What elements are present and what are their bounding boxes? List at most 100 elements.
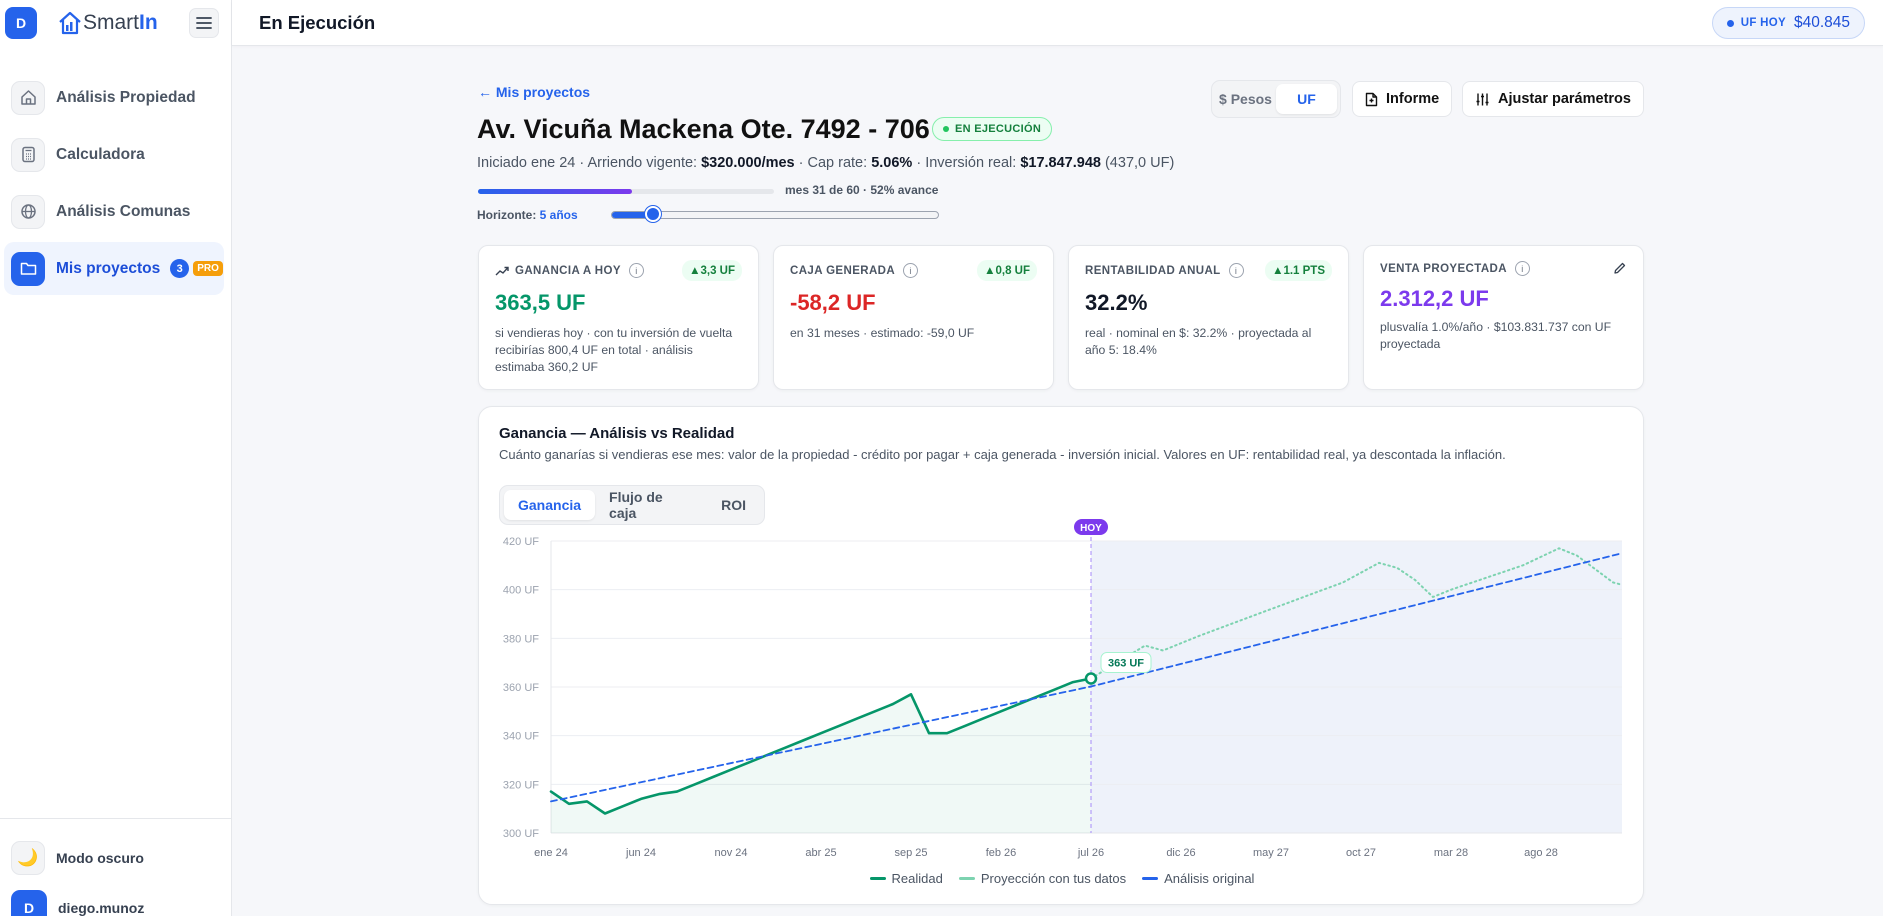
app-logo[interactable]: Smart In — [57, 10, 158, 36]
info-icon[interactable]: i — [628, 263, 644, 278]
home-icon — [11, 80, 45, 115]
kpi-delta-badge: ▲1.1 PTS — [1265, 260, 1332, 281]
kpi-card-gain-today: GANANCIA A HOY i ▲3,3 UF 363,5 UF si vend… — [478, 245, 759, 390]
user-name: diego.munoz — [58, 900, 145, 916]
meta-started: Iniciado ene 24 · Arriendo vigente: — [477, 155, 702, 171]
chart-tabs: Ganancia Flujo de caja ROI — [499, 485, 765, 525]
today-value-label: 363 UF — [1108, 657, 1144, 669]
sidebar-footer: 🌙 Modo oscuro D diego.munoz — [0, 818, 232, 916]
kpi-value: 32.2% — [1085, 290, 1148, 315]
sidebar-item-calculadora[interactable]: Calculadora — [4, 128, 224, 181]
info-icon[interactable]: i — [1228, 263, 1244, 278]
x-tick-label: ago 28 — [1524, 847, 1558, 859]
x-tick-label: mar 28 — [1434, 847, 1468, 859]
legend-item[interactable]: Realidad — [869, 871, 943, 886]
x-tick-label: jul 26 — [1077, 847, 1104, 859]
calculator-icon — [11, 137, 45, 172]
legend-item[interactable]: Proyección con tus datos — [958, 871, 1126, 886]
series-proyección-con-tus-datos — [1090, 547, 1623, 680]
status-text: EN EJECUCIÓN — [955, 123, 1042, 135]
progress-text: mes 31 de 60 · 52% avance — [785, 183, 939, 197]
legend-item[interactable]: Análisis original — [1142, 871, 1254, 886]
tab-roi[interactable]: ROI — [721, 497, 746, 513]
menu-icon[interactable] — [189, 8, 219, 38]
pencil-icon[interactable] — [1613, 261, 1627, 280]
kpi-title: GANANCIA A HOY — [515, 264, 621, 277]
progress-bar — [478, 189, 774, 194]
sidebar-nav: Análisis Propiedad Calculadora Análisis … — [0, 71, 232, 299]
sidebar-item-analisis-propiedad[interactable]: Análisis Propiedad — [4, 71, 224, 124]
dark-mode-toggle[interactable]: 🌙 Modo oscuro — [11, 839, 232, 877]
kpi-description: si vendieras hoy · con tu inversión de v… — [495, 326, 733, 374]
meta-cap: 5.06% — [871, 155, 913, 171]
back-to-projects-link[interactable]: ← Mis proyectos — [478, 84, 591, 100]
meta-cap-label: · Cap rate: — [794, 155, 872, 171]
sidebar-item-mis-proyectos[interactable]: Mis proyectos 3 PRO — [4, 242, 224, 295]
kpi-delta-badge: ▲3,3 UF — [682, 260, 742, 281]
today-value-badge — [1100, 651, 1152, 673]
kpi-card-cash-generated: CAJA GENERADA i ▲0,8 UF -58,2 UF en 31 me… — [773, 245, 1054, 390]
horizon-slider-thumb[interactable] — [644, 206, 661, 222]
dark-mode-label: Modo oscuro — [56, 850, 144, 866]
info-icon[interactable]: i — [1514, 261, 1530, 276]
meta-rent: $320.000/mes — [701, 155, 795, 171]
y-tick-label: 360 UF — [503, 682, 539, 694]
page-title: En Ejecución — [259, 12, 376, 33]
legend-swatch — [869, 877, 886, 880]
progress-fill — [478, 189, 632, 194]
kpi-value: -58,2 UF — [790, 290, 876, 315]
gain-chart: 420 UF 400 UF 380 UF 360 UF 340 UF 320 UF 300 … — [503, 519, 1623, 859]
currency-uf-button[interactable]: UF — [1276, 84, 1337, 114]
kpi-title: RENTABILIDAD ANUAL — [1085, 264, 1221, 277]
uf-today-value: $40.845 — [1793, 14, 1850, 31]
info-icon[interactable]: i — [903, 263, 919, 278]
x-tick-label: nov 24 — [714, 847, 747, 859]
report-button[interactable]: Informe — [1352, 81, 1453, 117]
meta-inv-label: · Inversión real: — [912, 155, 1021, 171]
realidad-area — [551, 678, 1091, 833]
user-menu[interactable]: D diego.munoz — [11, 889, 232, 916]
x-tick-label: sep 25 — [894, 847, 927, 859]
tab-ganancia[interactable]: Ganancia — [504, 490, 596, 520]
uf-today-pill[interactable]: UF HOY $40.845 — [1711, 7, 1865, 39]
series-realidad — [549, 677, 1093, 815]
x-tick-label: abr 25 — [805, 847, 836, 859]
kpi-description: en 31 meses · estimado: -59,0 UF — [790, 326, 975, 340]
logo-house-icon — [59, 11, 81, 35]
horizon-slider[interactable] — [611, 206, 939, 222]
projects-count-badge: 3 — [170, 259, 190, 278]
horizon-label-text: Horizonte: — [477, 208, 540, 222]
y-tick-label: 300 UF — [503, 828, 539, 840]
kpi-title: CAJA GENERADA — [790, 264, 896, 277]
y-tick-label: 380 UF — [503, 633, 539, 645]
legend-swatch — [1142, 877, 1159, 880]
currency-pesos-button[interactable]: $ Pesos — [1219, 91, 1272, 107]
sidebar-item-label: Calculadora — [56, 145, 145, 163]
kpi-delta-badge: ▲0,8 UF — [977, 260, 1037, 281]
horizon-slider-fill — [612, 212, 653, 218]
tab-flujo-de-caja[interactable]: Flujo de caja — [609, 489, 663, 521]
y-tick-label: 320 UF — [503, 779, 539, 791]
status-dot-icon — [943, 126, 949, 132]
kpi-description: plusvalía 1.0%/año · $103.831.737 con UF… — [1380, 320, 1612, 351]
adjust-params-button[interactable]: Ajustar parámetros — [1462, 81, 1644, 117]
x-tick-label: may 27 — [1253, 847, 1289, 859]
kpi-value: 2.312,2 UF — [1380, 286, 1489, 311]
sidebar-item-label: Análisis Propiedad — [56, 88, 196, 106]
project-title: Av. Vicuña Mackena Ote. 7492 - 706 — [477, 114, 930, 144]
user-avatar: D — [11, 890, 47, 916]
kpi-card-projected-sale: VENTA PROYECTADA i 2.312,2 UF plusvalía 1… — [1363, 245, 1644, 390]
sidebar-item-analisis-comunas[interactable]: Análisis Comunas — [4, 185, 224, 238]
chart-title: Ganancia — Análisis vs Realidad — [499, 425, 735, 442]
legend-swatch — [958, 877, 975, 880]
uf-today-label: UF HOY — [1740, 17, 1786, 29]
workspace-avatar[interactable]: D — [5, 7, 37, 39]
sidebar-item-label: Mis proyectos — [56, 259, 161, 277]
x-tick-label: ene 24 — [534, 847, 568, 859]
x-tick-label: dic 26 — [1166, 847, 1195, 859]
status-badge: EN EJECUCIÓN — [932, 117, 1053, 141]
uf-dot-icon — [1726, 19, 1734, 27]
kpi-title: VENTA PROYECTADA — [1380, 262, 1507, 275]
moon-icon: 🌙 — [11, 841, 45, 875]
logo-text: Smart — [83, 11, 140, 34]
